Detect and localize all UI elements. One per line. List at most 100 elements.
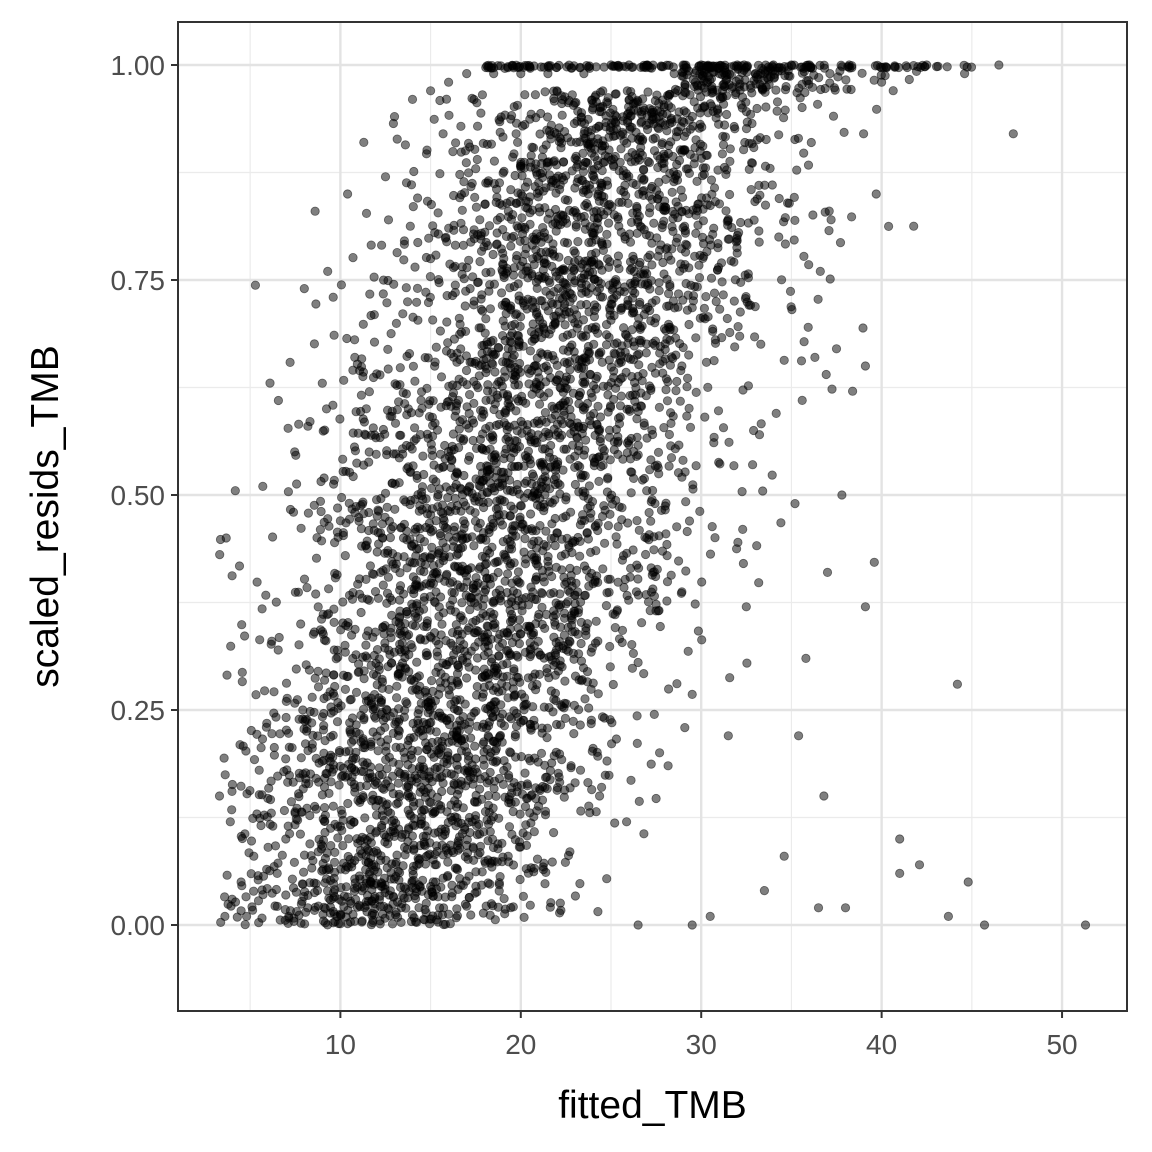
data-point — [482, 629, 493, 639]
data-point — [394, 595, 405, 605]
data-point — [528, 702, 538, 712]
data-point — [501, 308, 511, 319]
data-point — [858, 129, 869, 139]
data-point — [463, 138, 474, 148]
data-point — [749, 142, 759, 153]
data-point — [663, 288, 674, 299]
data-point — [433, 489, 443, 500]
data-point — [554, 749, 565, 759]
data-point — [636, 118, 646, 128]
data-point — [514, 489, 525, 499]
data-point — [422, 692, 433, 702]
data-point — [316, 536, 327, 546]
data-point — [298, 714, 308, 724]
data-point — [432, 762, 442, 773]
data-point — [214, 791, 225, 801]
data-point — [604, 262, 614, 272]
data-point — [653, 251, 663, 261]
data-point — [494, 878, 504, 888]
data-point — [390, 504, 400, 514]
data-point — [618, 165, 628, 176]
data-point — [541, 867, 551, 878]
data-point — [392, 850, 402, 860]
data-point — [388, 708, 399, 718]
data-point — [520, 533, 530, 544]
data-point — [428, 474, 438, 484]
data-point — [736, 100, 746, 110]
data-point — [485, 478, 495, 488]
data-point — [469, 300, 479, 310]
data-point — [293, 587, 303, 597]
data-point — [318, 814, 328, 824]
data-point — [356, 390, 366, 400]
data-point — [371, 449, 381, 459]
data-point — [627, 293, 638, 303]
data-point — [657, 546, 668, 556]
data-point — [389, 647, 399, 657]
data-point — [609, 372, 619, 383]
data-point — [557, 95, 568, 105]
data-point — [585, 411, 596, 421]
data-point — [343, 617, 353, 628]
data-point — [634, 796, 644, 807]
data-point — [574, 399, 584, 409]
data-point — [405, 733, 415, 743]
data-point — [711, 296, 721, 307]
data-point — [490, 367, 500, 377]
data-point — [520, 224, 530, 234]
data-point — [539, 228, 550, 238]
data-point — [684, 319, 694, 330]
data-point — [792, 165, 802, 175]
data-point — [456, 218, 466, 228]
data-point — [299, 919, 310, 929]
data-point — [680, 722, 690, 733]
data-point — [1008, 129, 1018, 139]
data-point — [407, 831, 417, 841]
data-point — [698, 239, 709, 249]
data-point — [717, 277, 727, 287]
data-point — [616, 185, 626, 195]
data-point — [707, 521, 717, 532]
data-point — [481, 314, 491, 324]
data-point — [548, 707, 558, 717]
data-point — [654, 748, 665, 758]
data-point — [718, 423, 729, 433]
data-point — [616, 144, 626, 154]
data-point — [585, 501, 595, 511]
data-point — [470, 741, 480, 751]
data-point — [435, 169, 445, 179]
data-point — [566, 763, 576, 773]
data-point — [895, 834, 905, 844]
data-point — [498, 467, 508, 477]
data-point — [344, 514, 355, 524]
data-point — [651, 313, 661, 323]
data-point — [717, 149, 728, 159]
data-point — [313, 602, 323, 612]
data-point — [646, 276, 656, 286]
data-point — [466, 733, 476, 743]
data-point — [540, 203, 550, 213]
data-point — [779, 851, 789, 861]
data-point — [410, 621, 421, 631]
data-point — [332, 503, 343, 513]
data-point — [412, 193, 423, 203]
data-point — [799, 337, 809, 347]
data-point — [869, 75, 879, 85]
data-point — [376, 737, 386, 747]
data-point — [377, 783, 388, 793]
data-point — [630, 279, 640, 289]
data-point — [605, 574, 615, 584]
data-point — [825, 78, 835, 88]
data-point — [747, 460, 758, 470]
data-point — [822, 567, 833, 578]
data-point — [294, 640, 304, 650]
data-point — [357, 849, 367, 859]
data-point — [447, 455, 457, 466]
data-point — [343, 834, 354, 844]
data-point — [449, 649, 459, 660]
data-point — [692, 176, 702, 186]
data-point — [323, 584, 334, 594]
data-point — [632, 414, 642, 424]
data-point — [702, 150, 712, 160]
data-point — [593, 276, 603, 286]
